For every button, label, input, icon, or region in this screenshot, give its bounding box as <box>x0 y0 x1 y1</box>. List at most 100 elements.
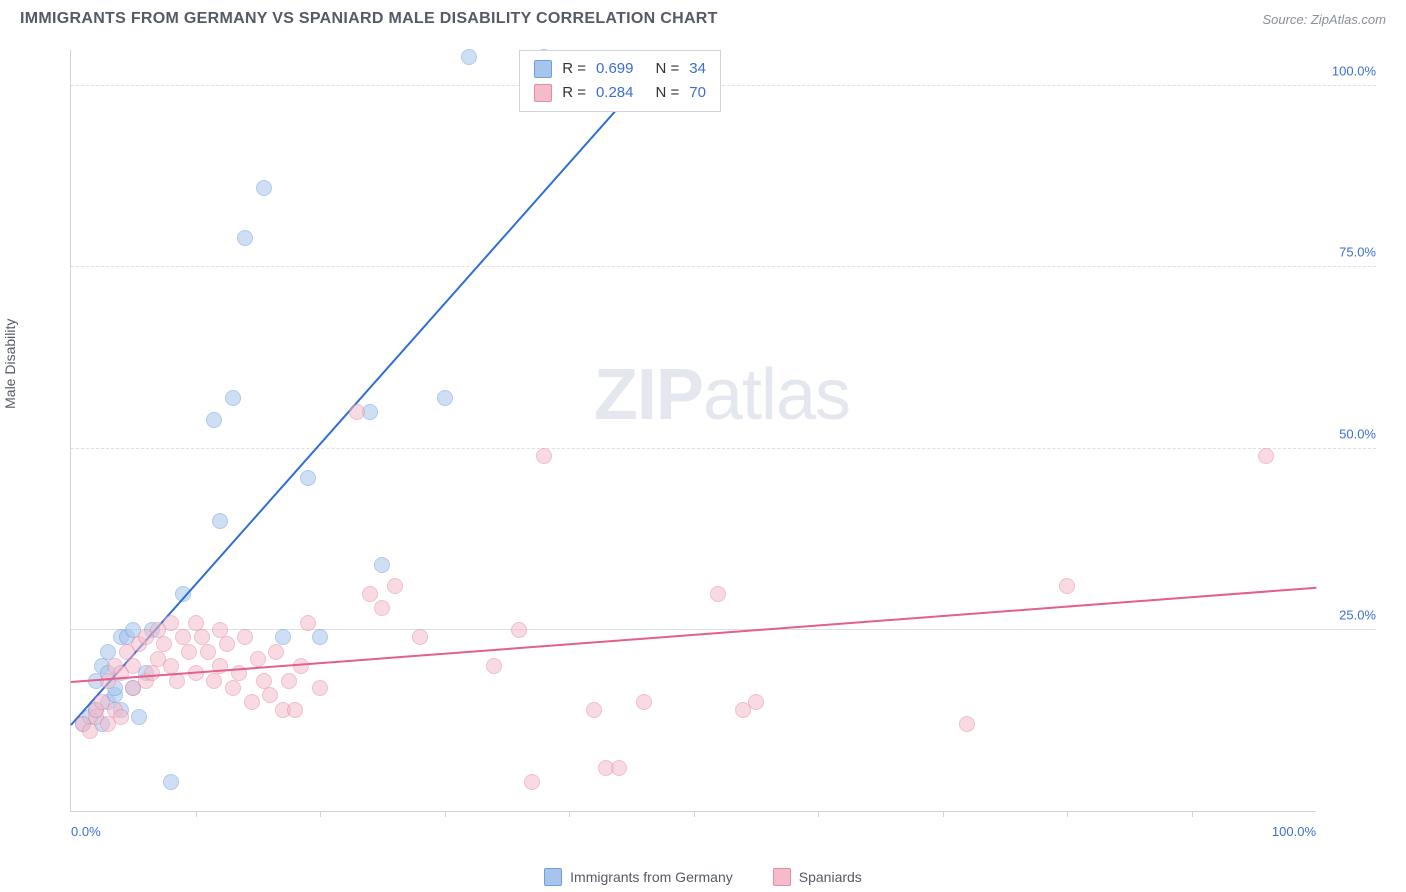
watermark: ZIPatlas <box>594 354 850 436</box>
data-point <box>281 673 297 689</box>
data-point <box>387 578 403 594</box>
legend-label: Immigrants from Germany <box>570 869 733 885</box>
stats-row: R = 0.284 N = 70 <box>534 81 706 105</box>
data-point <box>268 644 284 660</box>
data-point <box>710 586 726 602</box>
ytick-label: 75.0% <box>1321 245 1376 260</box>
data-point <box>200 644 216 660</box>
xtick <box>445 811 446 817</box>
xtick <box>196 811 197 817</box>
xtick <box>818 811 819 817</box>
ytick-label: 100.0% <box>1321 64 1376 79</box>
gridline-h <box>71 448 1376 449</box>
trend-line <box>71 586 1316 682</box>
xtick <box>694 811 695 817</box>
gridline-h <box>71 629 1376 630</box>
xtick <box>1067 811 1068 817</box>
stat-r-label: R = <box>562 57 586 81</box>
data-point <box>486 658 502 674</box>
xtick <box>569 811 570 817</box>
data-point <box>237 629 253 645</box>
data-point <box>300 615 316 631</box>
ytick-label: 25.0% <box>1321 607 1376 622</box>
data-point <box>163 615 179 631</box>
watermark-bold: ZIP <box>594 355 703 435</box>
chart-container: Male Disability ZIPatlas 25.0%50.0%75.0%… <box>20 40 1386 852</box>
y-axis-label: Male Disability <box>2 319 18 409</box>
legend: Immigrants from Germany Spaniards <box>0 868 1406 886</box>
data-point <box>748 694 764 710</box>
legend-swatch <box>773 868 791 886</box>
legend-item: Spaniards <box>773 868 862 886</box>
watermark-rest: atlas <box>703 355 850 435</box>
data-point <box>461 49 477 65</box>
data-point <box>1059 578 1075 594</box>
xtick-label: 0.0% <box>71 824 101 839</box>
data-point <box>312 680 328 696</box>
data-point <box>374 600 390 616</box>
stat-n-label: N = <box>656 81 680 105</box>
stat-n-value: 70 <box>689 81 706 105</box>
gridline-h <box>71 85 1376 86</box>
data-point <box>524 774 540 790</box>
data-point <box>293 658 309 674</box>
data-point <box>287 702 303 718</box>
xtick <box>943 811 944 817</box>
data-point <box>1258 448 1274 464</box>
data-point <box>244 694 260 710</box>
data-point <box>113 709 129 725</box>
data-point <box>144 665 160 681</box>
data-point <box>131 709 147 725</box>
data-point <box>611 760 627 776</box>
data-point <box>374 557 390 573</box>
legend-label: Spaniards <box>799 869 862 885</box>
stats-row: R = 0.699 N = 34 <box>534 57 706 81</box>
data-point <box>125 658 141 674</box>
stats-swatch <box>534 84 552 102</box>
legend-item: Immigrants from Germany <box>544 868 733 886</box>
data-point <box>156 636 172 652</box>
data-point <box>237 230 253 246</box>
data-point <box>206 412 222 428</box>
data-point <box>586 702 602 718</box>
legend-swatch <box>544 868 562 886</box>
stat-r-label: R = <box>562 81 586 105</box>
data-point <box>225 680 241 696</box>
data-point <box>219 636 235 652</box>
stats-box: R = 0.699 N = 34 R = 0.284 N = 70 <box>519 50 721 112</box>
data-point <box>181 644 197 660</box>
source-attribution: Source: ZipAtlas.com <box>1262 12 1386 27</box>
ytick-label: 50.0% <box>1321 426 1376 441</box>
data-point <box>212 513 228 529</box>
xtick-label: 100.0% <box>1272 824 1316 839</box>
source-prefix: Source: <box>1262 12 1310 27</box>
stats-swatch <box>534 60 552 78</box>
data-point <box>82 723 98 739</box>
stat-n-label: N = <box>656 57 680 81</box>
plot-area: ZIPatlas 25.0%50.0%75.0%100.0%0.0%100.0%… <box>70 50 1316 812</box>
data-point <box>362 586 378 602</box>
data-point <box>206 673 222 689</box>
data-point <box>163 774 179 790</box>
data-point <box>536 448 552 464</box>
data-point <box>959 716 975 732</box>
stat-r-value: 0.699 <box>596 57 634 81</box>
chart-title: IMMIGRANTS FROM GERMANY VS SPANIARD MALE… <box>20 10 718 28</box>
data-point <box>300 470 316 486</box>
data-point <box>225 390 241 406</box>
source-link[interactable]: ZipAtlas.com <box>1311 12 1386 27</box>
data-point <box>437 390 453 406</box>
gridline-h <box>71 266 1376 267</box>
data-point <box>511 622 527 638</box>
data-point <box>412 629 428 645</box>
data-point <box>262 687 278 703</box>
data-point <box>312 629 328 645</box>
data-point <box>256 180 272 196</box>
data-point <box>349 404 365 420</box>
data-point <box>250 651 266 667</box>
xtick <box>320 811 321 817</box>
stat-n-value: 34 <box>689 57 706 81</box>
data-point <box>636 694 652 710</box>
xtick <box>1192 811 1193 817</box>
stat-r-value: 0.284 <box>596 81 634 105</box>
